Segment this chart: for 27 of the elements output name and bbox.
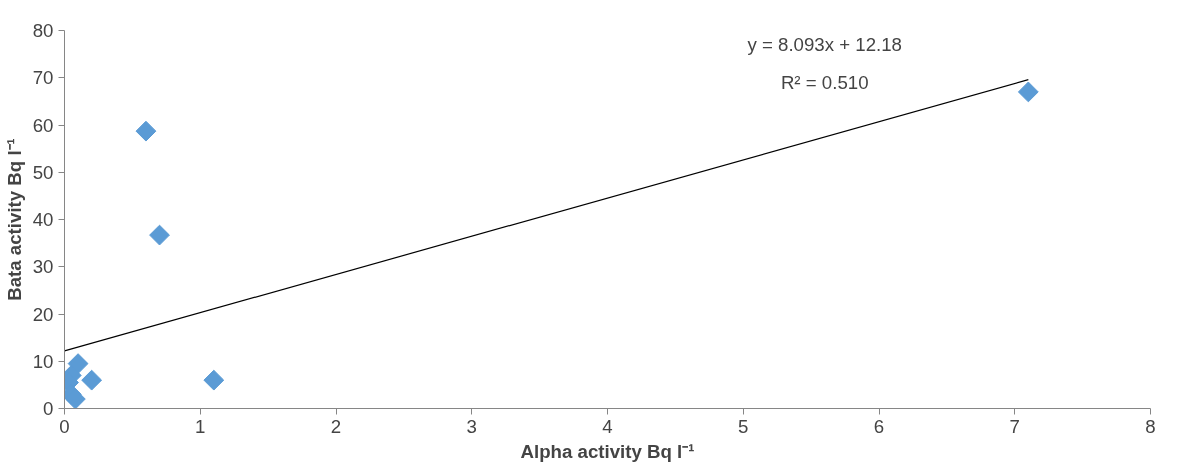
y-tick-label: 0 xyxy=(43,398,54,419)
y-axis-title: Bata activity Bq l⁻¹ xyxy=(3,138,25,301)
y-tick-label: 20 xyxy=(32,303,54,325)
point xyxy=(1017,81,1039,103)
point xyxy=(81,369,103,391)
y-tick-label: 10 xyxy=(32,350,54,372)
x-tick-label: 8 xyxy=(1145,415,1156,437)
x-tick-label: 7 xyxy=(1009,415,1020,437)
y-tick-label: 80 xyxy=(32,20,54,41)
x-tick-label: 3 xyxy=(466,415,477,437)
y-tick-label: 30 xyxy=(32,256,54,278)
y-tick-label: 70 xyxy=(32,67,54,89)
point xyxy=(203,369,225,391)
x-tick-label: 0 xyxy=(59,415,70,437)
annotation: R² = 0.510 xyxy=(780,72,869,94)
x-tick-label: 2 xyxy=(330,415,342,437)
y-tick-label: 60 xyxy=(32,114,54,136)
point xyxy=(149,224,170,246)
x-tick-label: 1 xyxy=(195,415,206,437)
x-tick-label: 4 xyxy=(602,415,613,437)
point xyxy=(135,120,157,142)
x-tick-label: 5 xyxy=(738,415,749,437)
y-tick-label: 50 xyxy=(32,161,54,183)
x-tick-label: 6 xyxy=(873,415,885,437)
annotation: y = 8.093x + 12.18 xyxy=(747,34,902,56)
y-tick-label: 40 xyxy=(32,209,54,230)
x-axis-title: Alpha activity Bq l⁻¹ xyxy=(520,440,695,462)
